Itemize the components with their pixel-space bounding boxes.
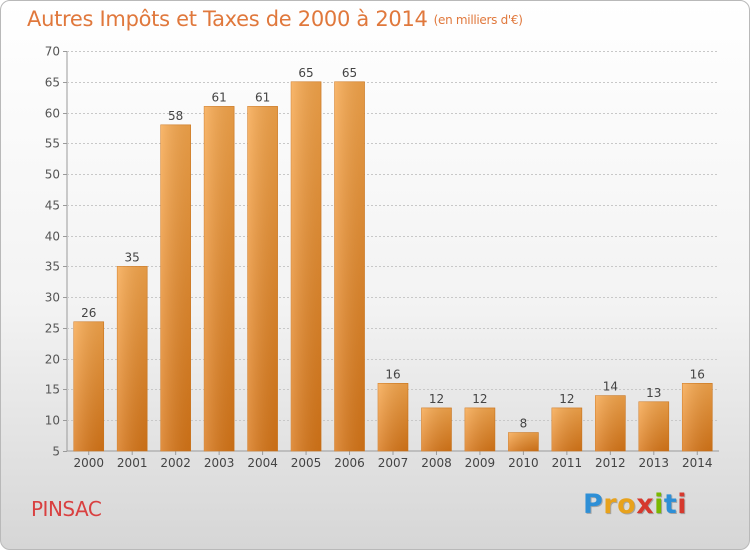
chart-title: Autres Impôts et Taxes de 2000 à 2014 (en… xyxy=(27,7,523,31)
x-tick-label-2005: 2005 xyxy=(291,456,322,470)
data-label-2011: 12 xyxy=(559,392,574,406)
bar-shade-2010 xyxy=(508,432,539,451)
place-name: PINSAC xyxy=(31,497,102,521)
data-label-2009: 12 xyxy=(472,392,487,406)
bar-shade-2002 xyxy=(160,124,191,451)
x-tick-label-2013: 2013 xyxy=(639,456,670,470)
logo-letter: t xyxy=(663,489,678,520)
bar-shade-2007 xyxy=(378,383,408,451)
data-label-2013: 13 xyxy=(646,386,661,400)
logo-letter: P xyxy=(583,489,604,520)
x-tick-label-2007: 2007 xyxy=(378,456,409,470)
data-label-2005: 65 xyxy=(298,66,313,80)
bar-shade-2012 xyxy=(595,395,626,451)
logo-letter: i xyxy=(677,489,688,520)
logo-letter: r xyxy=(603,489,618,520)
data-label-2012: 14 xyxy=(603,380,618,394)
data-label-2010: 8 xyxy=(520,417,528,431)
x-tick-label-2008: 2008 xyxy=(421,456,452,470)
data-label-2014: 16 xyxy=(690,367,705,381)
x-tick-label-2000: 2000 xyxy=(73,456,104,470)
data-label-2006: 65 xyxy=(342,66,357,80)
y-tick-label: 55 xyxy=(45,137,60,151)
y-tick-label: 5 xyxy=(52,445,60,459)
data-label-2007: 16 xyxy=(385,367,400,381)
logo-letter: o xyxy=(617,489,637,520)
bar-shade-2011 xyxy=(551,407,582,451)
x-tick-label-2004: 2004 xyxy=(247,456,278,470)
logo-letter: i xyxy=(654,489,664,520)
y-tick-label: 15 xyxy=(45,383,60,397)
y-tick-label: 45 xyxy=(45,199,60,213)
x-tick-label-2003: 2003 xyxy=(204,456,235,470)
bar-shade-2008 xyxy=(421,407,452,451)
bar-shade-2006 xyxy=(334,81,365,452)
title-text: Autres Impôts et Taxes de 2000 à 2014 xyxy=(27,7,428,31)
bar-shade-2004 xyxy=(247,106,278,451)
y-tick-label: 25 xyxy=(45,322,60,336)
y-tick-label: 30 xyxy=(45,291,60,305)
y-tick-label: 70 xyxy=(45,45,60,59)
x-tick-label-2011: 2011 xyxy=(552,456,583,470)
y-tick-label: 50 xyxy=(45,168,60,182)
x-tick-label-2001: 2001 xyxy=(117,456,148,470)
y-tick-label: 40 xyxy=(45,230,60,244)
x-tick-label-2009: 2009 xyxy=(465,456,496,470)
bar-shade-2003 xyxy=(204,106,235,451)
y-tick-label: 35 xyxy=(45,260,60,274)
bar-shade-2014 xyxy=(682,383,713,451)
bar-shade-2001 xyxy=(117,266,148,451)
y-tick-label: 10 xyxy=(45,414,60,428)
bar-shade-2013 xyxy=(638,401,669,451)
x-tick-label-2012: 2012 xyxy=(595,456,626,470)
y-tick-label: 65 xyxy=(45,76,60,90)
data-label-2002: 58 xyxy=(168,109,183,123)
x-tick-label-2014: 2014 xyxy=(682,456,713,470)
x-tick-label-2010: 2010 xyxy=(508,456,539,470)
proxiti-logo[interactable]: Proxiti xyxy=(583,489,687,520)
logo-letter: x xyxy=(636,489,655,520)
bar-shade-2005 xyxy=(291,81,322,452)
y-tick-label: 60 xyxy=(45,107,60,121)
data-label-2004: 61 xyxy=(255,90,270,104)
data-label-2003: 61 xyxy=(211,90,226,104)
x-tick-label-2006: 2006 xyxy=(334,456,365,470)
data-label-2001: 35 xyxy=(125,250,140,264)
bar-shade-2000 xyxy=(73,321,104,451)
data-label-2008: 12 xyxy=(429,392,444,406)
data-label-2000: 26 xyxy=(81,306,96,320)
x-tick-label-2002: 2002 xyxy=(160,456,191,470)
bar-shade-2009 xyxy=(464,407,495,451)
unit-label: (en milliers d'€) xyxy=(433,13,523,27)
y-tick-label: 20 xyxy=(45,353,60,367)
